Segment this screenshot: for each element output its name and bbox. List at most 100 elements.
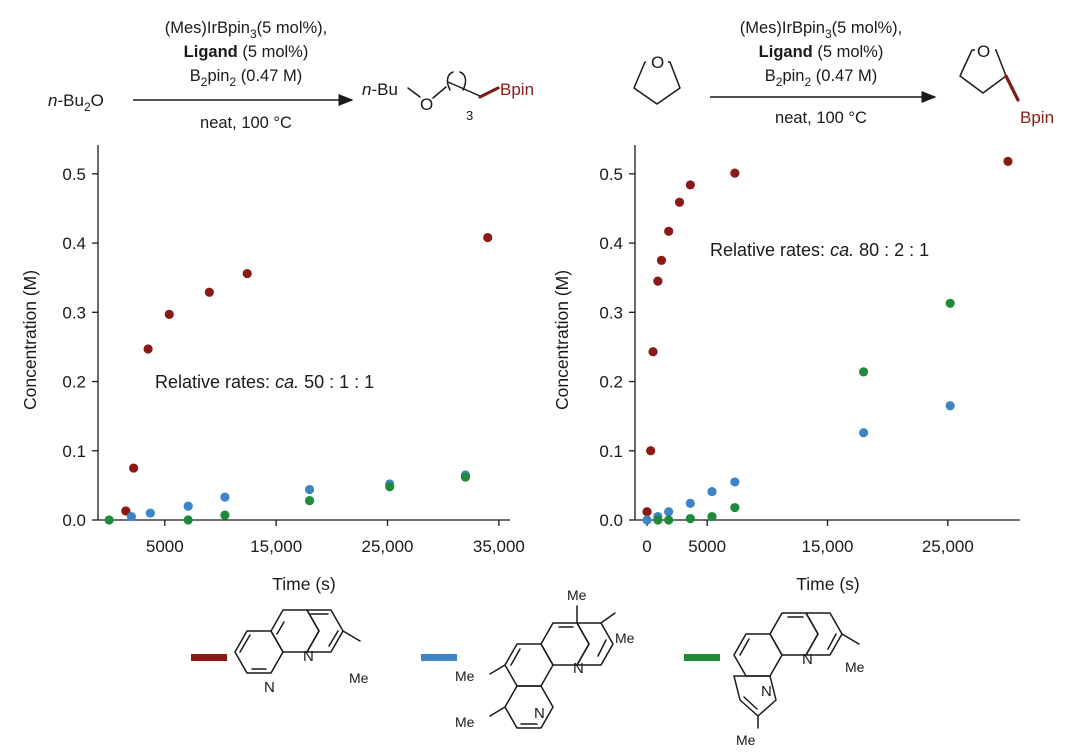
data-point-series-0 [129,463,139,473]
data-point-series-1 [685,498,695,508]
substrate-label-left: n-Bu2O [48,91,104,114]
data-point-series-2 [304,496,315,506]
data-point-series-0 [642,507,652,517]
ligand-structure-blue: N N Me Me Me Me [455,587,635,730]
ring-icon [504,685,554,729]
y-tick-label: 0.4 [599,234,623,253]
y-ticks: 0.0 0.1 0.2 0.3 0.4 0.5 [599,165,635,530]
conditions-line-2-right: Ligand (5 mol%) [759,43,884,61]
ring-icon [805,612,843,656]
ring-icon [306,609,344,653]
y-ticks: 0.0 0.1 0.2 0.3 0.4 0.5 [62,165,98,530]
data-point-series-0 [646,446,656,456]
data-point-series-0 [143,344,153,354]
data-point-series-2 [664,515,674,525]
reaction-scheme-left: n-Bu2O (Mes)IrBpin3(5 mol%), Ligand (5 m… [48,19,534,132]
relative-rates-annotation: Relative rates: ca. 80 : 2 : 1 [710,240,929,260]
me-label: Me [567,587,587,603]
thf-oxygen-label: O [651,53,664,72]
me-label: Me [736,732,756,748]
y-axis-label: Concentration (M) [20,270,40,410]
conditions-line-1-left: (Mes)IrBpin3(5 mol%), [165,19,328,41]
x-tick-label: 35,000 [473,537,525,556]
conditions-line-3-left: B2pin2 (0.47 M) [190,67,302,89]
data-point-series-1 [945,401,955,411]
data-point-series-0 [648,347,658,357]
ring-icon [504,643,554,687]
data-points [642,156,1013,525]
data-point-series-0 [664,226,674,236]
n-label: N [264,679,275,696]
x-axis-label: Time (s) [272,574,336,594]
data-point-series-2 [183,515,193,525]
data-point-series-2 [945,298,955,308]
x-tick-label: 5000 [146,537,184,556]
chain-bracket-icon [446,71,467,91]
legend-swatch-red [191,654,227,661]
y-tick-label: 0.2 [62,373,86,392]
product-oxygen-label-right: O [977,42,990,61]
data-point-series-1 [145,508,155,518]
y-tick-label: 0.0 [62,511,86,530]
product-structure-right: O Bpin [959,38,1054,127]
x-ticks: 5000 15,000 25,000 35,000 [146,520,525,556]
conditions-below-left: neat, 100 °C [200,114,292,132]
data-point-series-0 [242,268,252,279]
ring-double-bonds [510,626,607,725]
product-butyl-label: n-Bu [362,80,398,99]
me-label: Me [455,714,475,730]
data-point-series-2 [653,515,663,525]
data-point-series-0 [674,197,685,207]
data-point-series-0 [656,255,667,265]
data-point-series-2 [730,502,740,513]
legend-swatch-blue [421,654,457,661]
data-point-series-0 [121,506,131,516]
data-point-series-2 [385,482,395,492]
data-point-series-1 [730,477,740,487]
n-label: N [534,705,545,722]
ring-icon [576,622,614,666]
reaction-scheme-right: O (Mes)IrBpin3(5 mol%), Ligand (5 mol%) … [633,19,1054,127]
ring-double-bonds [739,616,837,710]
bpin-label-right: Bpin [1020,108,1054,127]
y-tick-label: 0.4 [62,234,86,253]
data-point-series-1 [183,501,193,511]
conditions-line-2-left: Ligand (5 mol%) [184,43,309,61]
data-point-series-1 [858,428,869,438]
y-axis-label: Concentration (M) [552,270,572,410]
legend-swatch-green [684,654,720,661]
product-bond [447,81,481,97]
chart-left: 0.0 0.1 0.2 0.3 0.4 0.5 5000 15,000 25,000 35,00… [20,145,525,594]
x-tick-label: 25,000 [922,537,974,556]
bpin-label-left: Bpin [500,80,534,99]
x-ticks: 0 5000 15,000 25,000 [642,520,974,556]
x-tick-label: 5000 [688,537,726,556]
ring-icon [769,612,819,656]
y-tick-label: 0.5 [62,165,86,184]
borylated-bond-right [1004,74,1020,102]
data-point-series-0 [730,168,740,178]
data-point-series-0 [685,180,695,190]
me-label: Me [455,668,475,684]
product-structure-left: n-Bu O 3 Bpin [362,71,534,123]
ligand-structure-red: N N Me [234,609,369,696]
x-tick-label: 0 [642,537,651,556]
data-point-series-2 [220,510,230,520]
chart-right: 0.0 0.1 0.2 0.3 0.4 0.5 0 5000 15,000 25,000 Con… [552,145,1020,594]
y-tick-label: 0.2 [599,373,623,392]
ligand-legend: N N Me N N Me Me Me Me [191,587,865,748]
y-tick-label: 0.3 [599,303,623,322]
product-oxygen-label: O [420,95,433,114]
n-label: N [573,660,584,677]
me-label: Me [845,659,865,675]
x-axis-label: Time (s) [796,574,860,594]
conditions-line-3-right: B2pin2 (0.47 M) [765,67,877,89]
y-tick-label: 0.0 [599,511,623,530]
thf-substrate: O [633,50,681,105]
data-point-series-0 [164,309,174,319]
data-point-series-1 [304,484,315,495]
data-point-series-1 [642,515,652,525]
y-tick-label: 0.5 [599,165,623,184]
n-label: N [761,683,772,700]
